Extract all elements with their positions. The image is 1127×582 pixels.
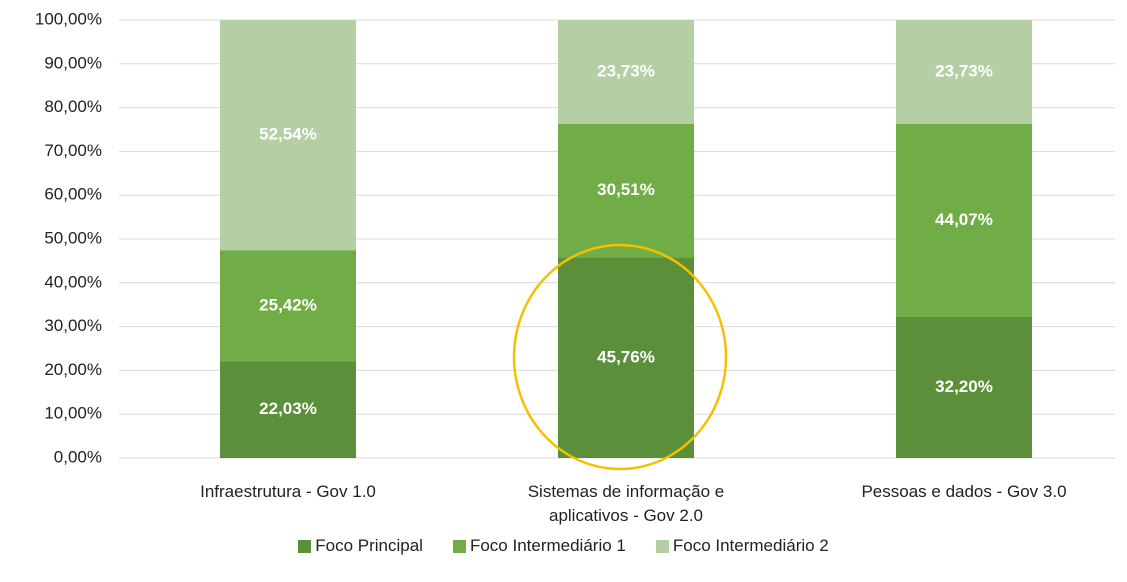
x-tick-label: Pessoas e dados - Gov 3.0 [861, 482, 1067, 501]
data-label: 22,03% [259, 399, 317, 418]
legend: Foco Principal Foco Intermediário 1 Foco I… [0, 536, 1127, 556]
legend-item: Foco Intermediário 2 [655, 536, 829, 556]
bar-segment [896, 20, 1032, 124]
legend-label: Foco Intermediário 1 [469, 536, 626, 555]
highlight-circle [512, 243, 728, 471]
data-label: 23,73% [935, 61, 993, 80]
y-tick-label: 60,00% [44, 185, 102, 204]
legend-swatch [452, 539, 466, 553]
legend-label: Foco Principal [315, 536, 423, 555]
bar-segment [558, 123, 694, 258]
x-tick-label: Sistemas de informação e aplicativos - G… [527, 482, 725, 525]
legend-swatch [655, 539, 669, 553]
bar-segment [558, 20, 694, 124]
y-tick-label: 80,00% [44, 97, 102, 116]
y-tick-label: 30,00% [44, 316, 102, 335]
y-tick-label: 50,00% [44, 228, 102, 247]
y-tick-label: 40,00% [44, 272, 102, 291]
bar-segment [220, 361, 356, 458]
legend-item: Foco Principal [298, 536, 423, 556]
data-label: 30,51% [597, 180, 655, 199]
data-label: 44,07% [935, 210, 993, 229]
y-tick-label: 0,00% [54, 447, 102, 466]
data-label: 25,42% [259, 295, 317, 314]
y-tick-label: 20,00% [44, 360, 102, 379]
bars: 22,03% 25,42% 52,54% 45,76% 30,51% 23,73% 32,2… [220, 20, 1032, 458]
legend-swatch [298, 539, 312, 553]
data-label: 52,54% [259, 125, 317, 144]
y-tick-label: 10,00% [44, 404, 102, 423]
legend-label: Foco Intermediário 2 [672, 536, 829, 555]
bar-segment [558, 257, 694, 458]
y-tick-label: 70,00% [44, 141, 102, 160]
bar-segment [896, 123, 1032, 317]
x-tick-label: Infraestrutura - Gov 1.0 [200, 482, 376, 501]
data-label: 32,20% [935, 377, 993, 396]
legend-item: Foco Intermediário 1 [452, 536, 626, 556]
bar-segment [220, 250, 356, 362]
data-label: 45,76% [597, 347, 655, 366]
bar-segment [896, 316, 1032, 458]
y-tick-label: 90,00% [44, 53, 102, 72]
bar-segment [220, 20, 356, 251]
y-tick-label: 100,00% [35, 9, 102, 28]
data-label: 23,73% [597, 61, 655, 80]
